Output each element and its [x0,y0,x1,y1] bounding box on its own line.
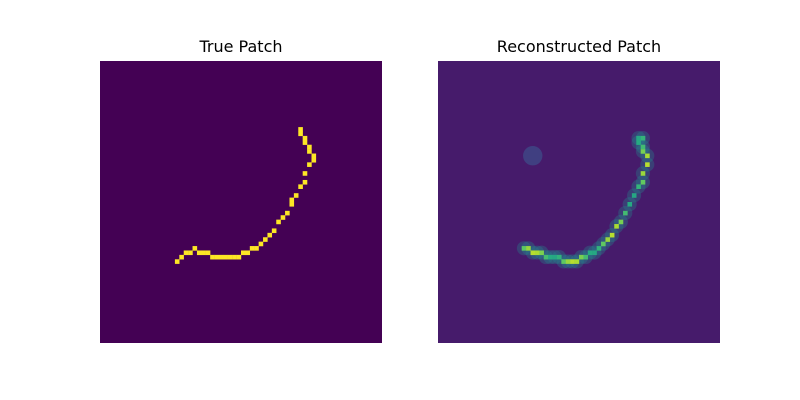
heatmap-cell [236,254,242,260]
heatmap-cell [636,184,641,189]
heatmap-cell [539,250,544,256]
heatmap-cell [561,259,566,264]
heatmap-cell [302,179,308,185]
heatmap-cell [179,254,184,260]
heatmap-cell [570,259,575,264]
heatmap-cell [258,241,264,247]
heatmap-cell [587,250,593,256]
heatmap-cell [293,193,299,198]
heatmap-cell [596,246,602,251]
heatmap-cell [218,254,224,260]
heatmap-cell [280,215,286,220]
heatmap-cell [534,250,540,256]
heatmap-cell [183,250,189,256]
heatmap-cell [530,250,536,256]
heatmap-cell [307,149,312,154]
heatmap-cell [623,210,628,216]
heatmap-cell [188,250,193,256]
heatmap-cell [263,237,268,242]
heatmap-cell [298,131,303,137]
heatmap-cell [526,246,531,251]
heatmap-cell [192,246,198,251]
heatmap-cell [307,162,312,167]
heatmap-cell [565,259,571,264]
heatmap-cell [249,246,255,251]
chart-title: True Patch [199,37,283,56]
heatmap-cell [276,219,281,225]
heatmap-cell [552,254,558,260]
heatmap-cell [601,241,606,247]
heatmap-cell [298,184,303,189]
heatmap-cell [254,246,259,251]
heatmap-cell [302,135,308,141]
heatmap-cell [631,193,637,198]
heatmap-cell [592,250,597,256]
heatmap-cell [289,197,295,203]
heatmap-cell [201,250,206,256]
heatmap-cell [645,162,650,167]
heatmap-background [100,61,382,343]
heatmap-cell [285,210,290,216]
heatmap-cell [640,179,646,185]
heatmap-cell [645,153,650,159]
heatmap-blob [523,146,543,166]
heatmap-cell [311,157,317,163]
heatmap-cell [267,232,273,238]
heatmap-cell [640,171,646,176]
heatmap-cell [245,250,251,256]
heatmap-cell [640,149,646,154]
heatmap-cell [227,254,233,260]
heatmap-cell [271,228,277,234]
heatmap-cell [605,237,611,242]
heatmap-cell [521,246,527,251]
heatmap-cell [214,254,220,260]
heatmap-cell [307,144,312,150]
heatmap-cell [579,254,584,260]
heatmap-cell [289,202,295,207]
heatmap-cell [174,259,180,264]
heatmap-cell [543,254,549,260]
heatmap-cell [618,219,624,225]
heatmap-cell [241,250,246,256]
heatmap-cell [609,232,615,238]
heatmap-cell [636,135,641,141]
heatmap-cell [627,202,633,207]
heatmap-background [438,61,720,343]
heatmap-cell [548,254,553,260]
heatmap-cell [311,153,317,159]
heatmap-cell [614,224,619,229]
chart-title: Reconstructed Patch [496,37,662,56]
heatmap-cell [196,250,202,256]
heatmap-cell [302,171,308,176]
heatmap-cell [636,140,641,145]
heatmap-cell [556,254,562,260]
heatmap-cell [298,127,303,132]
heatmap-cell [640,135,646,141]
heatmap-cell [574,259,580,264]
heatmap-cell [223,254,228,260]
heatmap-cell [583,254,589,260]
heatmap-cell [205,250,211,256]
heatmap-cell [232,254,237,260]
heatmap-cell [640,144,646,150]
heatmap-cell [302,140,308,145]
heatmap-cell [210,254,215,260]
